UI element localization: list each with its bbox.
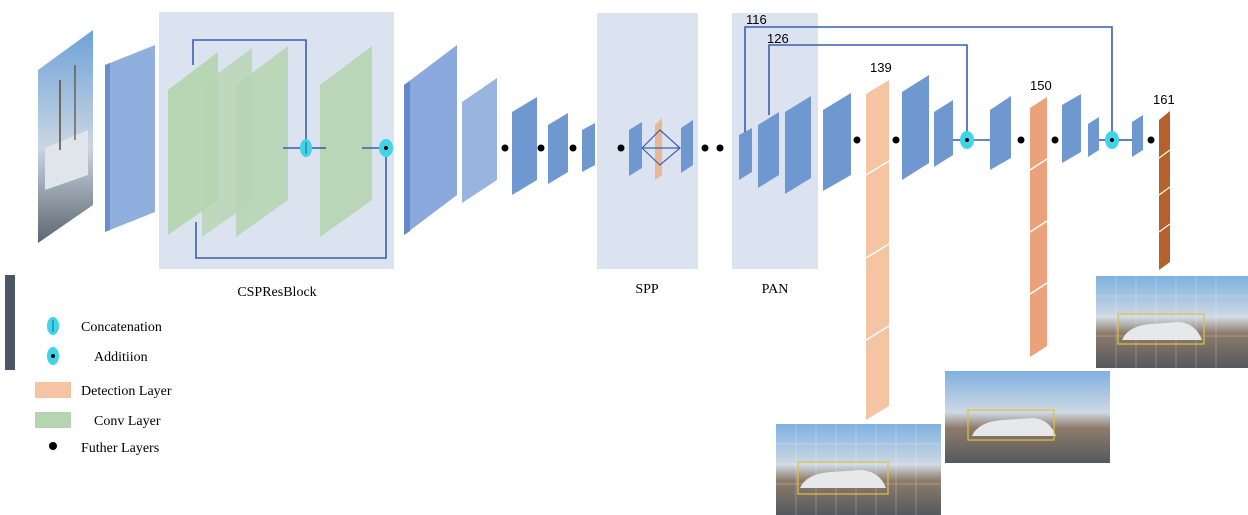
- layer-number-126: 126: [767, 31, 789, 46]
- pan-layers: [739, 96, 811, 194]
- spp-layers: [617, 118, 693, 180]
- input-image: [38, 30, 93, 243]
- further-layers-dot: [49, 442, 57, 450]
- detection-layer-139: [865, 80, 890, 420]
- legend-label-conv: Conv Layer: [94, 414, 161, 429]
- conv-layer-1: [105, 45, 155, 232]
- spp-block-label: SPP: [635, 282, 659, 297]
- detection-layer-150: [1029, 97, 1048, 357]
- csp-connectors: [192, 39, 387, 259]
- legend-label-addition: Additiion: [94, 350, 148, 365]
- conv-layer-swatch: [35, 412, 71, 428]
- skip-connections: [744, 26, 1132, 141]
- csp-conv-layers: [168, 46, 372, 237]
- output-image-small: [1096, 276, 1248, 368]
- legend-label-concatenation: Concatenation: [81, 320, 162, 335]
- further-layer-dots-1: [501, 144, 577, 152]
- layer-number-150: 150: [1030, 78, 1052, 93]
- output-image-large: [776, 424, 941, 515]
- legend: Concatenation Additiion Detection Layer …: [35, 317, 172, 456]
- image-fragment-left: [5, 275, 15, 370]
- layer-number-116: 116: [746, 12, 767, 27]
- output-image-medium: [945, 371, 1110, 463]
- detection-layer-swatch: [35, 382, 71, 398]
- csp-block-label: CSPResBlock: [237, 285, 316, 300]
- neck-layers: [823, 75, 1143, 191]
- further-layer-dots-2: [701, 144, 724, 152]
- layer-number-161: 161: [1153, 92, 1175, 107]
- pan-block-label: PAN: [762, 282, 789, 297]
- detection-layer-161: [1158, 111, 1171, 270]
- legend-label-detection: Detection Layer: [81, 384, 172, 399]
- backbone-layers: [404, 45, 595, 235]
- legend-label-further: Futher Layers: [81, 441, 159, 456]
- layer-number-139: 139: [870, 60, 892, 75]
- further-layer-dots-3: [853, 136, 1155, 144]
